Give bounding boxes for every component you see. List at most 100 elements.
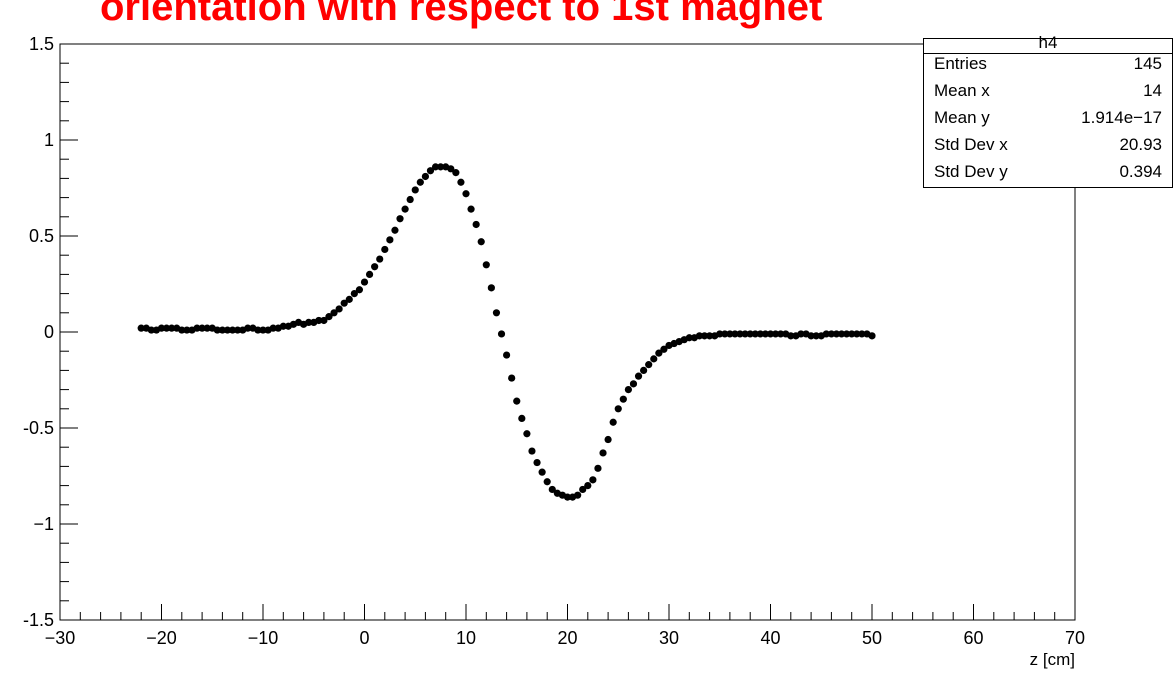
data-point — [325, 313, 333, 321]
data-point — [538, 468, 546, 476]
data-point — [655, 349, 663, 357]
stat-row-std-dev-x: Std Dev x 20.93 — [934, 133, 1162, 157]
data-point — [695, 332, 704, 340]
data-point — [634, 372, 643, 380]
data-point — [462, 190, 470, 198]
data-point — [843, 330, 851, 338]
data-point — [761, 330, 770, 338]
y-tick-label: 0 — [44, 322, 54, 342]
data-point — [320, 316, 328, 325]
data-point — [168, 324, 176, 332]
data-point — [645, 361, 653, 369]
data-point — [589, 476, 597, 484]
stats-box: h4 Entries 145 Mean x 14 Mean y 1.914e−1… — [923, 33, 1173, 188]
data-point — [345, 295, 353, 303]
data-point — [360, 278, 369, 286]
data-point — [350, 290, 358, 298]
data-point — [203, 324, 211, 332]
data-point — [452, 169, 460, 177]
data-point — [822, 330, 830, 338]
data-point — [472, 220, 480, 229]
data-point — [513, 397, 521, 405]
data-point — [457, 178, 465, 186]
data-point — [853, 330, 861, 338]
data-point — [492, 309, 501, 317]
stat-label: Mean y — [934, 108, 990, 127]
data-point — [406, 195, 414, 204]
data-point — [416, 178, 424, 186]
data-point — [685, 334, 693, 342]
data-point — [437, 163, 445, 171]
data-point — [482, 261, 490, 269]
data-point — [487, 284, 495, 292]
data-point — [508, 374, 516, 382]
data-point — [157, 324, 166, 332]
data-point — [771, 330, 780, 338]
data-point — [162, 324, 171, 332]
data-point — [183, 326, 191, 334]
data-point — [858, 330, 866, 338]
data-point — [797, 330, 805, 338]
data-point — [269, 324, 277, 332]
stat-label: Mean x — [934, 81, 990, 100]
data-point — [594, 464, 602, 472]
data-point — [213, 326, 221, 334]
data-point — [396, 215, 404, 223]
data-point — [178, 326, 186, 334]
data-point — [381, 245, 389, 254]
data-point — [604, 435, 612, 444]
data-point — [563, 493, 572, 501]
data-point — [756, 330, 764, 338]
data-point — [543, 478, 551, 486]
data-point — [259, 326, 267, 334]
data-point — [193, 324, 201, 332]
data-point — [335, 305, 343, 313]
data-point — [198, 324, 206, 332]
data-point — [431, 163, 440, 171]
data-point — [254, 326, 262, 334]
data-point — [355, 286, 364, 294]
y-tick-label: -1.5 — [23, 610, 54, 630]
data-point — [244, 324, 252, 332]
data-point — [279, 322, 287, 330]
data-point — [371, 263, 379, 271]
stats-box-name: h4 — [1038, 33, 1058, 52]
data-point — [503, 351, 511, 359]
x-tick-label: 70 — [1065, 628, 1085, 648]
stat-label: Std Dev y — [934, 162, 1008, 181]
data-point — [497, 330, 506, 338]
data-point — [365, 270, 374, 278]
data-point — [386, 236, 394, 244]
data-point — [477, 238, 485, 246]
stat-value: 1.914e−17 — [1081, 108, 1162, 127]
data-point — [421, 172, 429, 181]
y-tick-label: -0.5 — [23, 418, 54, 438]
data-point — [584, 482, 592, 490]
y-tick-label: 1 — [44, 130, 54, 150]
stat-value: 14 — [1143, 81, 1162, 100]
x-tick-label: 50 — [862, 628, 882, 648]
x-tick-label: −20 — [146, 628, 177, 648]
x-tick-label: 60 — [963, 628, 983, 648]
data-point — [609, 418, 617, 426]
data-point — [751, 330, 759, 338]
data-point — [411, 186, 419, 194]
x-tick-label: 20 — [557, 628, 577, 648]
data-point — [706, 332, 714, 340]
data-point — [807, 332, 815, 340]
stats-box-divider — [924, 53, 1172, 54]
data-point — [147, 326, 155, 334]
y-tick-label: 0.5 — [29, 226, 54, 246]
data-point — [523, 430, 531, 438]
data-point — [746, 330, 754, 338]
data-point — [401, 205, 409, 213]
data-point — [528, 447, 536, 455]
data-point — [574, 491, 582, 499]
data-point — [660, 345, 668, 353]
x-tick-label: 40 — [760, 628, 780, 648]
stat-value: 20.93 — [1119, 135, 1162, 154]
data-point — [619, 395, 627, 403]
data-point — [624, 386, 633, 394]
stat-label: Entries — [934, 54, 987, 73]
data-point — [868, 332, 876, 340]
